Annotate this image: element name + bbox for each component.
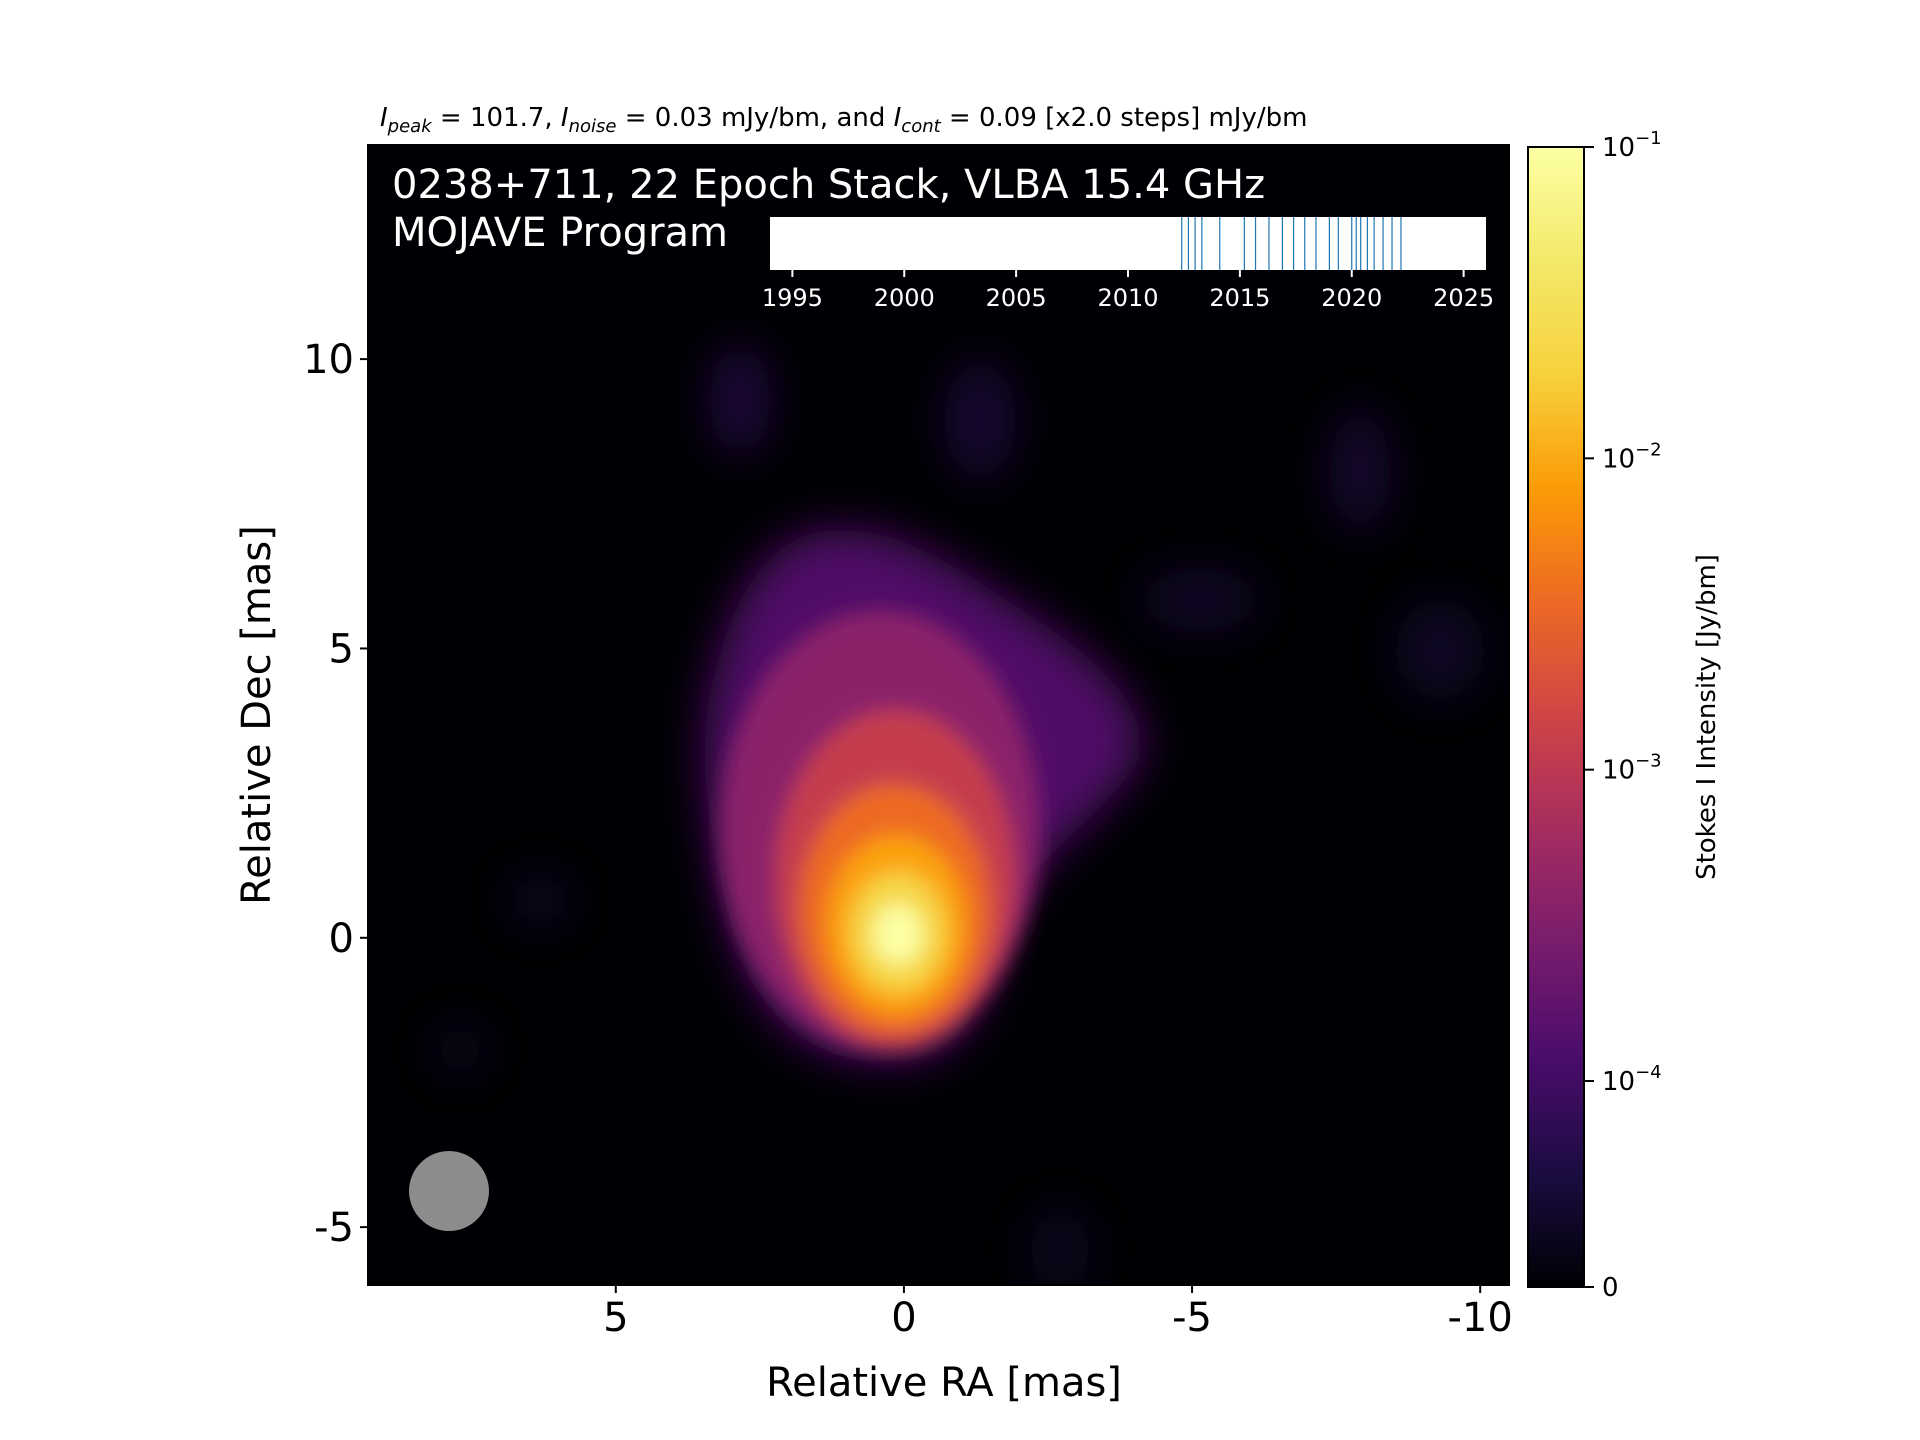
y-tick-label: -5: [314, 1205, 354, 1251]
intensity-map: [367, 144, 1510, 1286]
colorbar-gradient: [1527, 146, 1585, 1288]
x-tick-label: 5: [603, 1295, 628, 1341]
colorbar-tick-label: 10−1: [1602, 128, 1662, 163]
x-tick-label: -10: [1448, 1295, 1513, 1341]
colorbar-label: Stokes I Intensity [Jy/bm]: [1692, 554, 1722, 880]
y-axis: 10 5 0 -5: [303, 337, 368, 1251]
noise-background: [435, 345, 1485, 1285]
x-tick-label: 0: [891, 1295, 916, 1341]
colorbar-tick-label: 10−2: [1602, 439, 1662, 474]
epoch-tick-label: 2020: [1321, 284, 1382, 312]
source-label: 0238+711, 22 Epoch Stack, VLBA 15.4 GHz: [392, 162, 1265, 208]
epoch-lines: [1181, 217, 1402, 270]
epoch-tick-label: 2015: [1209, 284, 1270, 312]
y-tick-label: 5: [329, 626, 354, 672]
x-tick-label: -5: [1172, 1295, 1212, 1341]
colorbar: 10−1 10−2 10−3 10−4 0 Stokes I Intensity [Jy…: [1527, 128, 1722, 1303]
x-axis: 5 0 -5 -10: [603, 1285, 1513, 1341]
epoch-timeline-inset: 1995 2000 2005 2010 2015 2020 2025: [762, 217, 1494, 312]
x-axis-label: Relative RA [mas]: [766, 1360, 1122, 1406]
chart-title: Ipeak = 101.7, Inoise = 0.03 mJy/bm, and…: [380, 103, 1307, 137]
y-axis-label: Relative Dec [mas]: [234, 525, 280, 905]
program-label: MOJAVE Program: [392, 210, 728, 256]
epoch-tick-label: 2000: [874, 284, 935, 312]
y-tick-label: 10: [303, 337, 354, 383]
y-tick-label: 0: [329, 916, 354, 962]
colorbar-ticks: 10−1 10−2 10−3 10−4 0: [1584, 128, 1662, 1303]
epoch-tick-label: 2005: [986, 284, 1047, 312]
colorbar-tick-label: 10−3: [1602, 751, 1662, 786]
colorbar-tick-label: 10−4: [1602, 1062, 1662, 1097]
colorbar-tick-label: 0: [1602, 1273, 1619, 1303]
beam-ellipse: [409, 1151, 489, 1231]
epoch-tick-label: 1995: [762, 284, 823, 312]
epoch-axis-ticks: 1995 2000 2005 2010 2015 2020 2025: [762, 270, 1494, 312]
epoch-tick-label: 2025: [1433, 284, 1494, 312]
epoch-tick-label: 2010: [1097, 284, 1158, 312]
